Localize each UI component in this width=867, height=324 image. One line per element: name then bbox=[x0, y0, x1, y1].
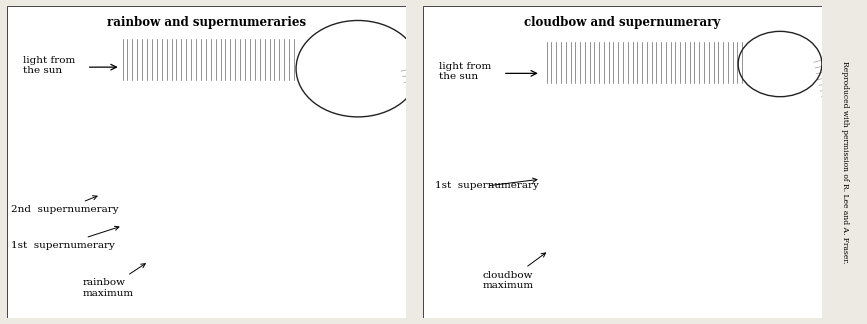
Text: rainbow and supernumeraries: rainbow and supernumeraries bbox=[107, 17, 306, 29]
Text: cloudbow
maximum: cloudbow maximum bbox=[483, 253, 545, 290]
FancyBboxPatch shape bbox=[7, 6, 406, 318]
Text: light from
the sun: light from the sun bbox=[23, 56, 75, 75]
Text: light from
the sun: light from the sun bbox=[439, 62, 492, 82]
Polygon shape bbox=[472, 68, 792, 324]
Text: cloudbow and supernumerary: cloudbow and supernumerary bbox=[525, 17, 720, 29]
Text: 1st  supernumerary: 1st supernumerary bbox=[435, 178, 539, 191]
Text: Reproduced with permission of R. Lee and A. Fraser.: Reproduced with permission of R. Lee and… bbox=[841, 61, 850, 263]
Text: rainbow
maximum: rainbow maximum bbox=[82, 264, 146, 298]
Polygon shape bbox=[864, 47, 867, 324]
Text: 2nd  supernumerary: 2nd supernumerary bbox=[11, 196, 119, 214]
FancyBboxPatch shape bbox=[423, 6, 822, 318]
Polygon shape bbox=[459, 64, 733, 306]
Text: 1st  supernumerary: 1st supernumerary bbox=[11, 226, 119, 249]
